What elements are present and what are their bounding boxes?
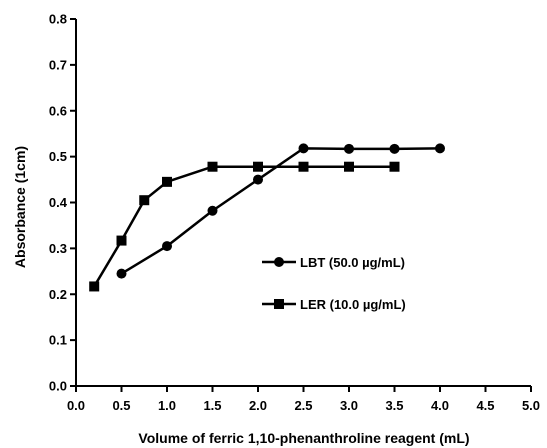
series-lbt-point bbox=[253, 174, 263, 185]
series-lbt-point bbox=[298, 143, 309, 154]
y-tick-label: 0.6 bbox=[49, 103, 67, 118]
series-ler-point bbox=[116, 235, 127, 246]
series-lbt-point bbox=[435, 143, 445, 154]
series-ler-point bbox=[253, 161, 263, 172]
series-lbt-point bbox=[344, 143, 354, 154]
y-tick-label: 0.1 bbox=[49, 333, 67, 348]
x-tick-label: 4.0 bbox=[431, 398, 449, 413]
legend-label-ler: LER (10.0 µg/mL) bbox=[300, 297, 406, 312]
x-axis-label: Volume of ferric 1,10-phenanthroline rea… bbox=[138, 430, 469, 446]
axes: 0.0 0.1 0.2 0.3 0.4 0.5 0.6 0.7 0.8 0.0 0.5 1.0 1.5 2… bbox=[49, 12, 540, 414]
y-tick-label: 0.0 bbox=[49, 379, 67, 394]
y-tick-label: 0.2 bbox=[49, 287, 67, 302]
legend-label-lbt: LBT (50.0 µg/mL) bbox=[300, 255, 405, 270]
series-ler bbox=[89, 161, 400, 292]
x-tick-label: 1.5 bbox=[203, 398, 221, 413]
series-lbt-point bbox=[162, 241, 172, 252]
x-tick-label: 2.0 bbox=[249, 398, 267, 413]
series-lbt-point bbox=[116, 268, 127, 279]
series-lbt-point bbox=[207, 205, 218, 216]
legend-item-ler: LER (10.0 µg/mL) bbox=[262, 297, 406, 312]
series-ler-point bbox=[207, 161, 218, 172]
legend-swatch-marker bbox=[274, 257, 284, 267]
x-tick-label: 3.5 bbox=[385, 398, 403, 413]
x-tick-label: 4.5 bbox=[476, 398, 494, 413]
y-axis-label: Absorbance (1cm) bbox=[12, 146, 28, 268]
series-lbt bbox=[116, 143, 445, 279]
x-tick-label: 2.5 bbox=[294, 398, 312, 413]
x-tick-label: 5.0 bbox=[522, 398, 540, 413]
series-layer bbox=[89, 143, 445, 292]
series-ler-point bbox=[89, 281, 100, 292]
series-ler-point bbox=[139, 195, 150, 206]
legend: LBT (50.0 µg/mL) LER (10.0 µg/mL) bbox=[262, 255, 406, 312]
legend-item-lbt: LBT (50.0 µg/mL) bbox=[262, 255, 405, 270]
y-tick-label: 0.7 bbox=[49, 57, 67, 72]
series-lbt-point bbox=[389, 143, 400, 154]
y-tick-label: 0.8 bbox=[49, 12, 67, 27]
series-lbt-line bbox=[120, 147, 441, 275]
series-ler-point bbox=[389, 161, 400, 172]
y-tick-label: 0.4 bbox=[49, 195, 68, 210]
x-tick-label: 0.0 bbox=[67, 398, 85, 413]
x-tick-label: 1.0 bbox=[158, 398, 176, 413]
y-tick-label: 0.5 bbox=[49, 149, 67, 164]
x-tick-label: 0.5 bbox=[112, 398, 130, 413]
legend-swatch-marker bbox=[274, 299, 284, 309]
x-tick-label: 3.0 bbox=[340, 398, 358, 413]
series-ler-point bbox=[344, 161, 354, 172]
series-ler-point bbox=[298, 161, 309, 172]
series-ler-point bbox=[162, 176, 172, 187]
y-tick-label: 0.3 bbox=[49, 241, 67, 256]
